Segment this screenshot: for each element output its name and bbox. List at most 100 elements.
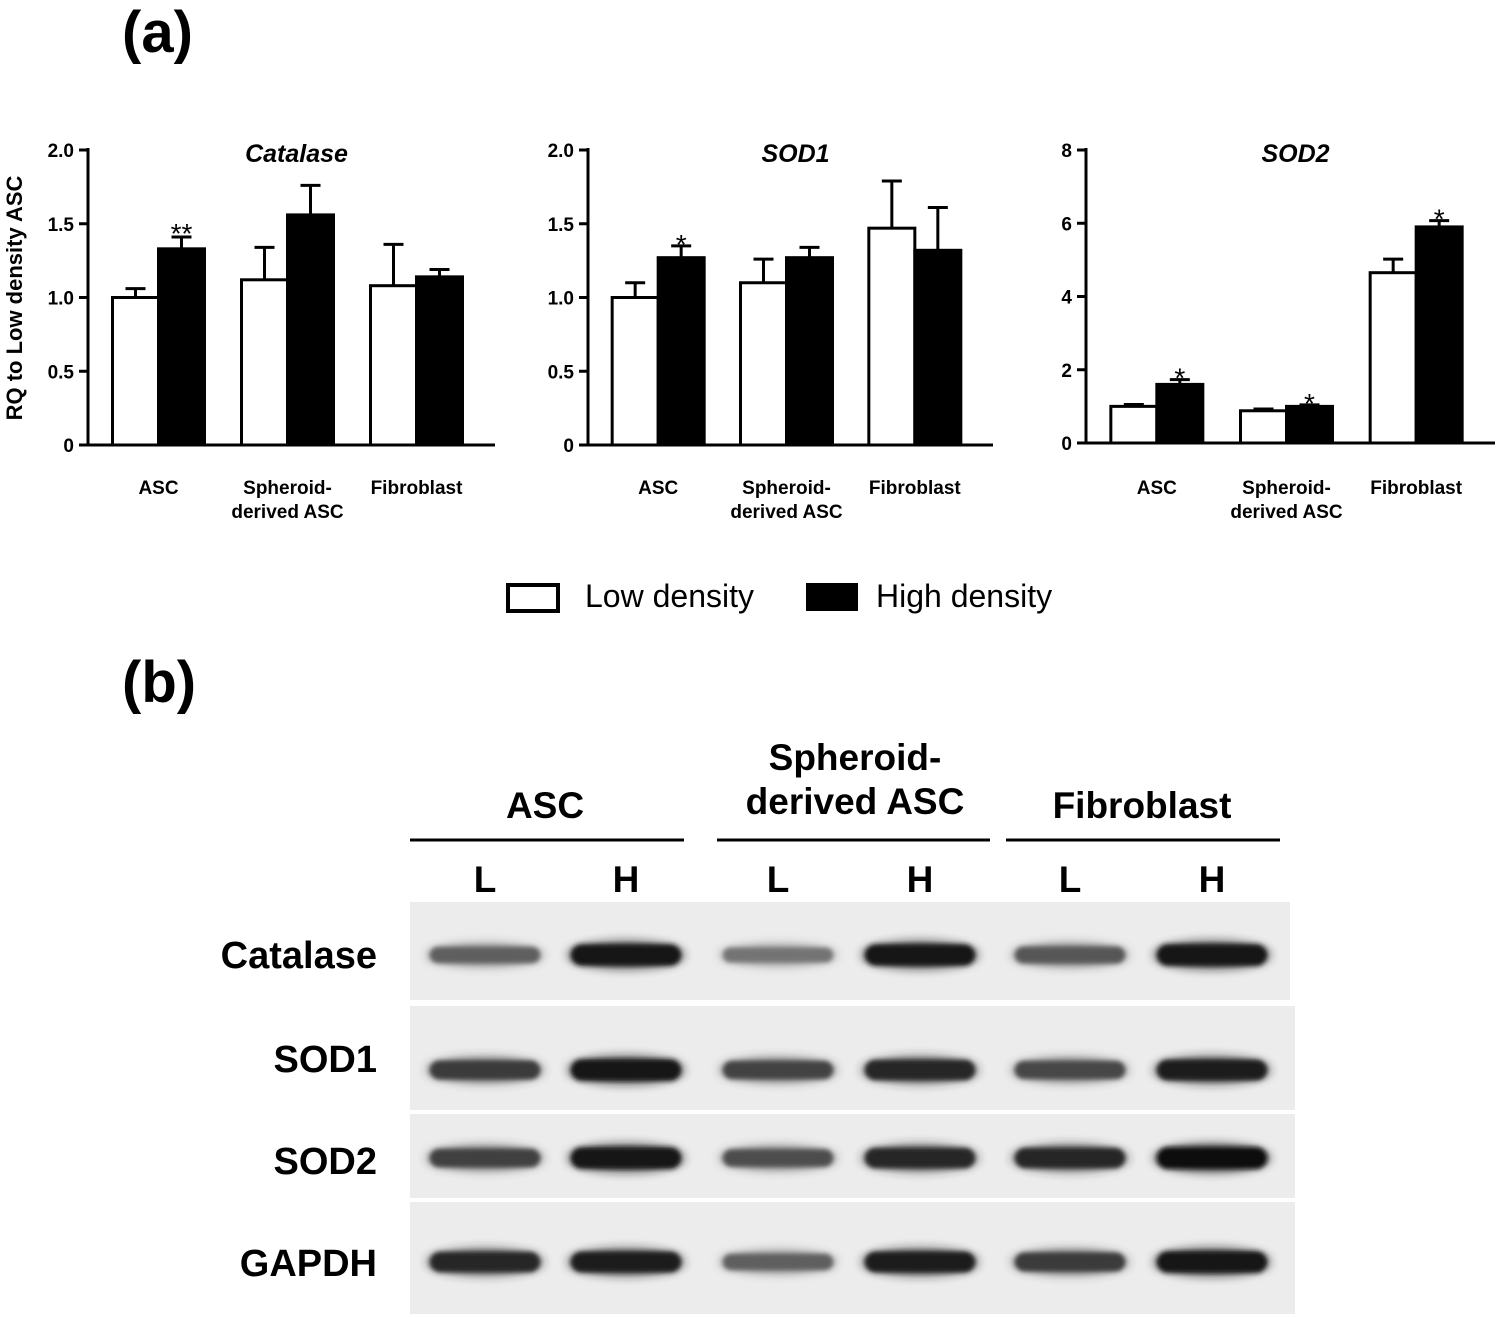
- blot-membrane: [410, 902, 1290, 1000]
- blot-lane-label: L: [767, 859, 790, 900]
- blot-band: [723, 1254, 833, 1270]
- bar-high-density: [1155, 382, 1205, 445]
- chart-title: Catalase: [245, 140, 348, 168]
- bar-charts: 0 0.5 1.0 1.5 2.0 Catalase RQ to Low density A…: [2, 140, 1495, 523]
- blot-lane-label: H: [1199, 859, 1226, 900]
- blot-band: [1015, 946, 1125, 964]
- blot-band: [1157, 1059, 1267, 1081]
- blot-protein-label: GAPDH: [240, 1243, 377, 1285]
- bar-high-density: [656, 256, 706, 447]
- blot-band: [723, 1149, 833, 1167]
- blot-band: [865, 1148, 975, 1168]
- blot-band: [865, 1060, 975, 1080]
- blot-row-catalase: Catalase: [221, 902, 1290, 1000]
- blot-band: [1015, 1061, 1125, 1079]
- bar-low-density: [111, 296, 160, 447]
- y-tick-label: 1.0: [548, 289, 574, 310]
- blot-group-label: ASC: [506, 785, 584, 826]
- blot-band: [1157, 1251, 1267, 1273]
- legend-label-low-density: Low density: [585, 578, 754, 614]
- western-blot: ASC Spheroid-derived ASC Fibroblast L H L H L H C…: [221, 737, 1295, 1314]
- x-category-label: ASC: [1137, 478, 1177, 499]
- x-category-label: Fibroblast: [1370, 478, 1463, 499]
- x-category-label: ASC: [138, 478, 178, 499]
- x-category-label: Spheroid-derived ASC: [1230, 478, 1343, 523]
- blot-membrane: [410, 1114, 1295, 1198]
- y-tick-label: 1.5: [548, 215, 575, 236]
- blot-band: [723, 1061, 833, 1079]
- legend-label-high-density: High density: [876, 578, 1052, 614]
- blot-band: [430, 1252, 540, 1272]
- bar-high-density: [913, 248, 963, 447]
- blot-band: [571, 944, 681, 966]
- blot-band: [1157, 944, 1267, 966]
- bar-high-density: [785, 256, 834, 447]
- x-category-label: Fibroblast: [371, 478, 464, 499]
- panel-b-label: (b): [122, 650, 196, 715]
- bar-low-density: [1109, 404, 1159, 445]
- blot-row-sod2: SOD2: [274, 1114, 1295, 1198]
- blot-band: [1157, 1147, 1267, 1169]
- bar-low-density: [240, 278, 289, 447]
- legend-swatch-high-density: [806, 583, 858, 611]
- legend: Low density High density: [506, 578, 1052, 614]
- y-tick-label: 2.0: [48, 141, 74, 162]
- blot-group-label: Spheroid-derived ASC: [746, 737, 965, 822]
- y-tick-label: 1.0: [48, 289, 74, 310]
- significance-mark: *: [1434, 204, 1445, 235]
- bar-low-density: [867, 226, 917, 447]
- chart-sod2: 0 2 4 6 8 SOD2 * ASC * Spheroid-derived ASC * Fibro…: [1061, 140, 1495, 523]
- bar-low-density: [739, 281, 788, 447]
- blot-band: [571, 1251, 681, 1273]
- blot-band: [571, 1059, 681, 1081]
- x-category-label: Spheroid-derived ASC: [730, 478, 843, 523]
- y-tick-label: 8: [1061, 141, 1072, 162]
- significance-mark: *: [1174, 363, 1185, 394]
- y-tick-label: 4: [1061, 288, 1072, 309]
- bar-low-density: [610, 296, 660, 447]
- blot-protein-label: SOD2: [274, 1141, 377, 1183]
- y-tick-label: 0: [63, 436, 74, 457]
- chart-title: SOD2: [1261, 140, 1329, 168]
- bar-high-density: [286, 213, 335, 447]
- blot-group-label: Fibroblast: [1053, 785, 1232, 826]
- blot-band: [723, 947, 833, 963]
- blot-band: [1015, 1148, 1125, 1168]
- blot-lane-label: L: [474, 859, 497, 900]
- blot-lane-label: L: [1059, 859, 1082, 900]
- blot-row-sod1: SOD1: [274, 1006, 1295, 1110]
- significance-mark: **: [171, 218, 193, 249]
- y-tick-label: 0.5: [548, 362, 575, 383]
- blot-band: [430, 1060, 540, 1080]
- blot-row-gapdh: GAPDH: [240, 1202, 1295, 1314]
- legend-swatch-low-density: [506, 583, 560, 613]
- blot-lane-label: H: [613, 859, 640, 900]
- y-tick-label: 1.5: [48, 215, 75, 236]
- blot-band: [430, 947, 540, 963]
- x-category-label: Spheroid-derived ASC: [231, 478, 344, 523]
- y-axis-label: RQ to Low density ASC: [2, 175, 27, 420]
- bar-low-density: [369, 284, 418, 447]
- blot-lane-label: H: [907, 859, 934, 900]
- bar-high-density: [415, 275, 464, 447]
- significance-mark: *: [676, 229, 687, 260]
- y-tick-label: 6: [1061, 214, 1072, 235]
- bar-low-density: [1368, 271, 1418, 445]
- x-category-label: ASC: [638, 478, 678, 499]
- y-tick-label: 2.0: [548, 141, 574, 162]
- blot-protein-label: Catalase: [221, 935, 377, 977]
- blot-band: [571, 1147, 681, 1169]
- y-tick-label: 2: [1061, 361, 1072, 382]
- blot-band: [1015, 1252, 1125, 1272]
- chart-title: SOD1: [761, 140, 829, 168]
- bar-low-density: [1239, 409, 1288, 445]
- blot-band: [865, 1251, 975, 1273]
- panel-a-label: (a): [122, 0, 193, 65]
- bar-high-density: [157, 247, 206, 447]
- blot-protein-label: SOD1: [274, 1039, 377, 1081]
- y-tick-label: 0: [563, 436, 574, 457]
- significance-mark: *: [1304, 388, 1315, 419]
- y-tick-label: 0: [1061, 434, 1072, 455]
- chart-sod1: 0 0.5 1.0 1.5 2.0 SOD1 * ASC Spheroid-derived AS…: [548, 140, 993, 523]
